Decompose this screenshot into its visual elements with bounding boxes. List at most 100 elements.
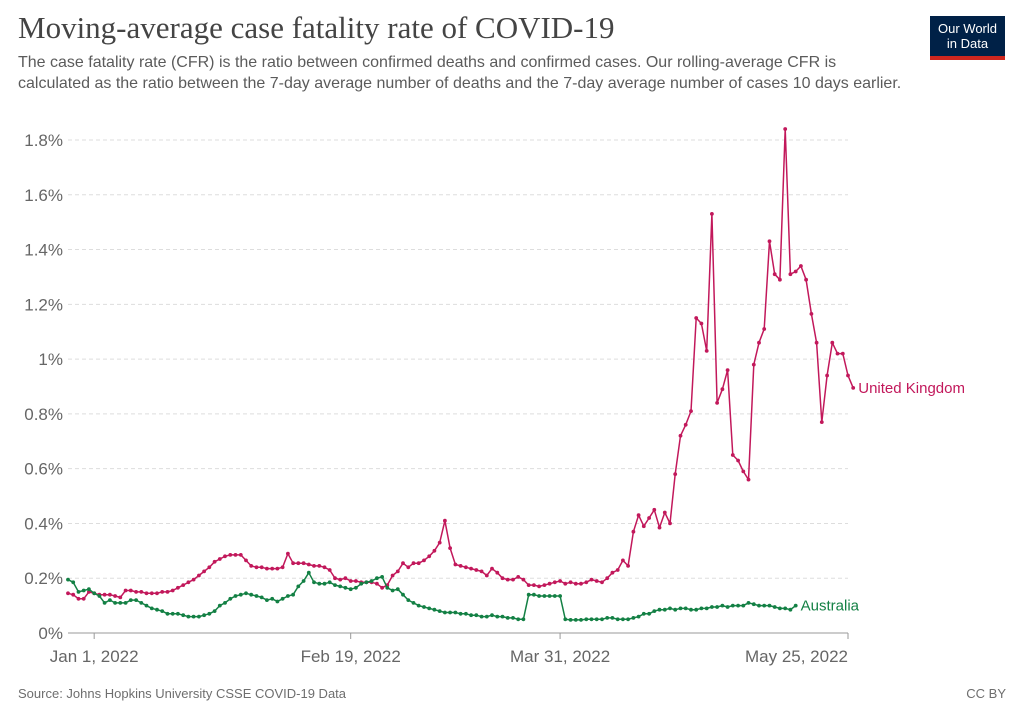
data-point — [102, 592, 107, 597]
data-point — [66, 577, 70, 582]
data-point — [443, 518, 447, 523]
data-point — [176, 611, 180, 616]
data-point — [720, 387, 725, 392]
data-point — [725, 605, 730, 609]
data-point — [448, 546, 452, 550]
data-point — [301, 561, 306, 566]
data-point — [814, 340, 819, 345]
data-point — [490, 566, 494, 571]
data-point — [710, 212, 714, 216]
data-point — [317, 581, 322, 586]
data-point — [626, 564, 630, 568]
data-point — [573, 618, 578, 622]
data-point — [275, 566, 280, 571]
data-point — [333, 583, 337, 587]
data-point — [631, 616, 636, 620]
data-point — [160, 609, 165, 613]
x-axis: Jan 1, 2022 Feb 19, 2022 Mar 31, 2022 May 2… — [50, 633, 849, 666]
data-point — [301, 579, 306, 583]
data-point — [736, 603, 740, 608]
data-point — [291, 592, 295, 597]
x-tick-label: May 25, 2022 — [745, 647, 848, 666]
data-point — [511, 616, 515, 620]
data-point — [139, 590, 144, 594]
data-point — [584, 580, 589, 585]
data-point — [594, 617, 599, 622]
data-point — [458, 564, 463, 568]
license-note[interactable]: CC BY — [966, 686, 1006, 701]
data-point — [343, 576, 348, 581]
data-point — [573, 581, 578, 586]
data-point — [783, 606, 788, 611]
data-point — [181, 613, 186, 618]
data-point — [767, 603, 772, 608]
data-point — [197, 573, 201, 578]
data-point — [432, 548, 437, 553]
data-point — [730, 453, 735, 457]
data-point — [191, 577, 196, 582]
data-point — [259, 595, 264, 600]
data-point — [249, 592, 254, 597]
series-label-australia: Australia — [801, 598, 860, 615]
data-point — [411, 561, 416, 566]
chart-title: Moving-average case fatality rate of COV… — [18, 10, 615, 45]
data-point — [621, 617, 625, 622]
data-point — [715, 401, 719, 405]
data-point — [683, 422, 688, 427]
data-point — [547, 594, 552, 598]
data-point — [128, 598, 133, 602]
data-point — [254, 565, 259, 570]
data-point — [846, 373, 850, 378]
data-point — [835, 351, 840, 356]
series-group: United Kingdom Australia — [66, 127, 965, 622]
data-point — [615, 617, 620, 622]
data-point — [186, 614, 191, 619]
data-point — [464, 611, 468, 616]
data-point — [144, 603, 149, 608]
data-point — [375, 581, 379, 586]
data-point — [118, 595, 123, 600]
data-point — [416, 603, 421, 608]
data-point — [830, 340, 835, 345]
data-point — [532, 592, 536, 597]
data-point — [333, 576, 337, 581]
data-point — [594, 579, 599, 583]
data-point — [165, 611, 170, 616]
data-point — [819, 420, 824, 424]
data-point — [375, 576, 379, 581]
data-point — [395, 587, 400, 592]
data-point — [741, 603, 746, 608]
data-point — [427, 606, 432, 611]
data-point — [76, 596, 81, 601]
data-point — [772, 272, 777, 277]
data-point — [772, 605, 777, 609]
x-tick-label: Feb 19, 2022 — [301, 647, 401, 666]
source-note[interactable]: Source: Johns Hopkins University CSSE CO… — [18, 686, 347, 701]
data-point — [526, 583, 531, 587]
data-point — [312, 564, 316, 568]
data-point — [495, 570, 500, 575]
data-point — [128, 588, 133, 593]
data-point — [244, 558, 248, 563]
data-point — [155, 591, 159, 596]
data-point — [678, 606, 683, 611]
y-tick-label: 0% — [38, 624, 63, 643]
data-point — [500, 576, 505, 581]
data-point — [652, 507, 657, 512]
data-point — [793, 269, 798, 274]
data-point — [233, 594, 238, 598]
data-point — [484, 614, 489, 619]
data-point — [102, 601, 107, 605]
data-point — [359, 581, 364, 586]
data-point — [558, 579, 562, 583]
data-point — [804, 277, 808, 282]
our-world-in-data-logo[interactable]: Our World in Data — [930, 16, 1005, 60]
data-point — [170, 611, 175, 616]
data-point — [134, 598, 139, 602]
data-point — [401, 561, 405, 566]
data-point — [730, 603, 735, 608]
chart-subtitle: The case fatality rate (CFR) is the rati… — [18, 54, 902, 92]
data-point — [840, 351, 845, 356]
data-point — [66, 591, 70, 596]
data-point — [537, 594, 541, 598]
